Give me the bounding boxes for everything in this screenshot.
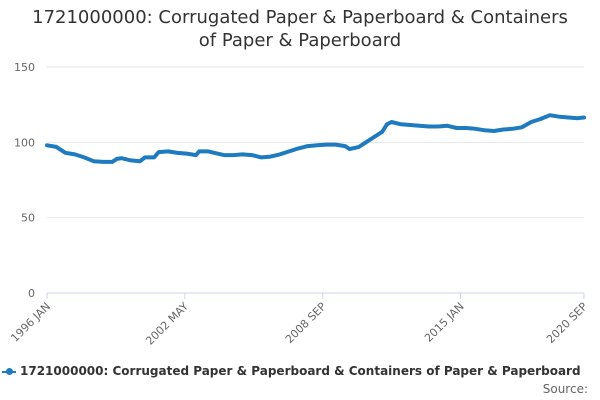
chart-title: 1721000000: Corrugated Paper & Paperboar… [0,6,600,52]
series-group [45,113,586,164]
x-tick-label: 1996 JAN [8,300,53,345]
x-tick-label: 2002 MAY [143,300,191,348]
gridlines [47,66,584,219]
y-tick-label: 100 [14,136,35,149]
x-tick-label: 2020 SEP [544,300,590,346]
source-label: Source: [542,382,588,396]
legend-marker-icon [6,368,13,375]
legend-label[interactable]: 1721000000: Corrugated Paper & Paperboar… [20,364,581,378]
y-axis-ticks: 0 50 100 150 [14,61,35,300]
x-axis: 1996 JAN 2002 MAY 2008 SEP 2015 JAN 2020 SEP [8,292,590,348]
y-tick-label: 150 [14,61,35,74]
x-tick-label: 2008 SEP [283,300,329,346]
chart-title-line-2: of Paper & Paperboard [198,30,402,51]
series-line-0[interactable] [45,113,586,164]
x-tick-label: 2015 JAN [422,300,467,345]
chart-title-line-1: 1721000000: Corrugated Paper & Paperboar… [32,7,568,28]
y-tick-label: 0 [28,287,35,300]
legend[interactable]: 1721000000: Corrugated Paper & Paperboar… [0,362,600,382]
y-tick-label: 50 [21,212,35,225]
